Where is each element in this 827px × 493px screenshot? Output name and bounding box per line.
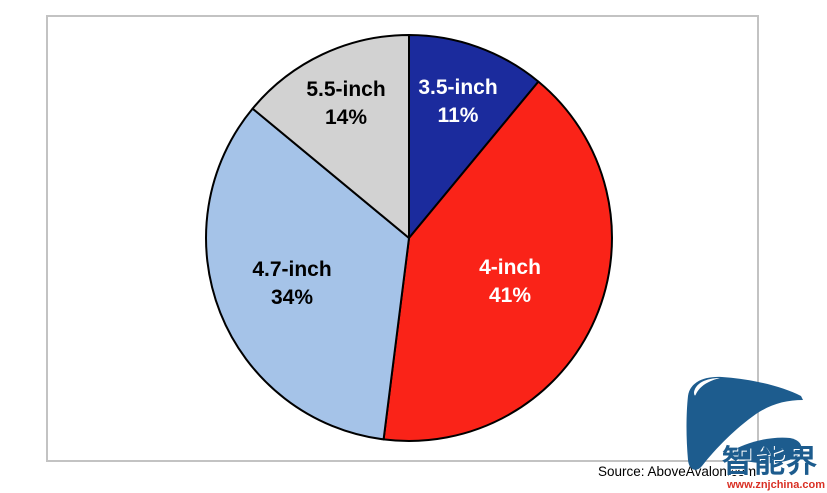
z-logo-main-shape: [686, 376, 803, 470]
znjchina-z-logo-icon: [686, 376, 803, 470]
watermark-brand-text: 智能界: [722, 444, 818, 479]
pie-slice-4.7-inch: [205, 107, 410, 441]
pie-slice-3.5-inch: [408, 34, 540, 239]
watermark-url-text: www.znjchina.com: [727, 479, 825, 491]
source-note: Source: AboveAvalon.com: [598, 464, 757, 479]
pie-slice-4-inch: [382, 80, 613, 442]
z-logo-highlight: [694, 378, 720, 396]
z-logo-bottom-wedge: [730, 437, 802, 464]
pie-slice-5.5-inch: [251, 34, 410, 239]
watermark: 智能界 www.znjchina.com: [680, 372, 827, 493]
